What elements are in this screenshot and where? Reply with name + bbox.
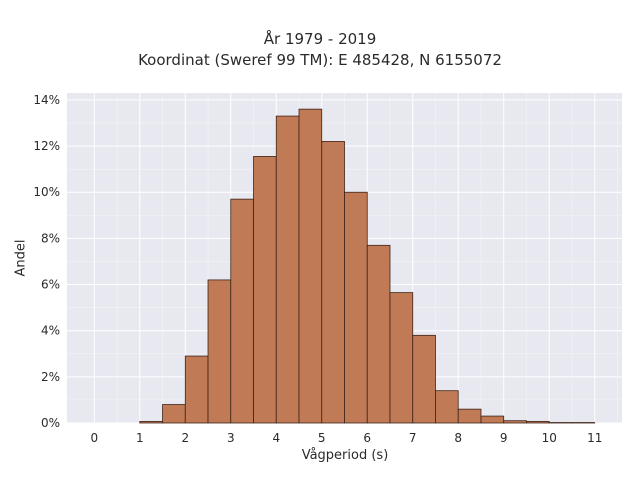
x-tick-label: 6 [363,431,371,445]
histogram-bar [344,191,368,424]
histogram-bar [139,420,163,424]
histogram-bar [253,156,277,424]
histogram-bar [526,420,550,424]
y-tick-label: 8% [41,231,60,245]
histogram-bar [230,198,254,424]
x-tick-label: 0 [90,431,98,445]
y-tick-label: 14% [33,93,60,107]
histogram-bar [275,115,300,424]
histogram-bar [298,108,323,424]
histogram-bar [389,292,414,424]
x-tick-label: 8 [454,431,462,445]
x-tick-label: 3 [227,431,235,445]
chart-subtitle: Koordinat (Sweref 99 TM): E 485428, N 61… [138,51,502,69]
histogram-bar [412,334,436,424]
x-tick-label: 7 [409,431,417,445]
x-tick-label: 1 [136,431,144,445]
x-tick-label: 9 [500,431,508,445]
y-tick-label: 2% [41,370,60,384]
y-tick-label: 0% [41,416,60,430]
x-axis-label: Vågperiod (s) [301,448,389,463]
x-tick-label: 4 [272,431,280,445]
x-tick-label: 10 [542,431,557,445]
histogram-bar [457,408,482,424]
y-tick-label: 10% [33,185,60,199]
y-tick-label: 4% [41,324,60,338]
y-axis-label: Andel [13,239,29,277]
x-tick-label: 5 [318,431,326,445]
histogram-bar [366,244,391,424]
histogram-bar [503,420,527,424]
histogram-bar [480,415,505,424]
histogram-bar [162,404,186,424]
x-tick-label: 2 [181,431,189,445]
y-tick-label: 6% [41,278,60,292]
histogram-bar [321,141,345,424]
histogram-bar [184,355,209,424]
chart-title: År 1979 - 2019 [263,30,377,48]
histogram-bar [207,279,232,424]
histogram-bar [435,390,459,424]
x-tick-label: 11 [587,431,602,445]
y-tick-label: 12% [33,139,60,153]
